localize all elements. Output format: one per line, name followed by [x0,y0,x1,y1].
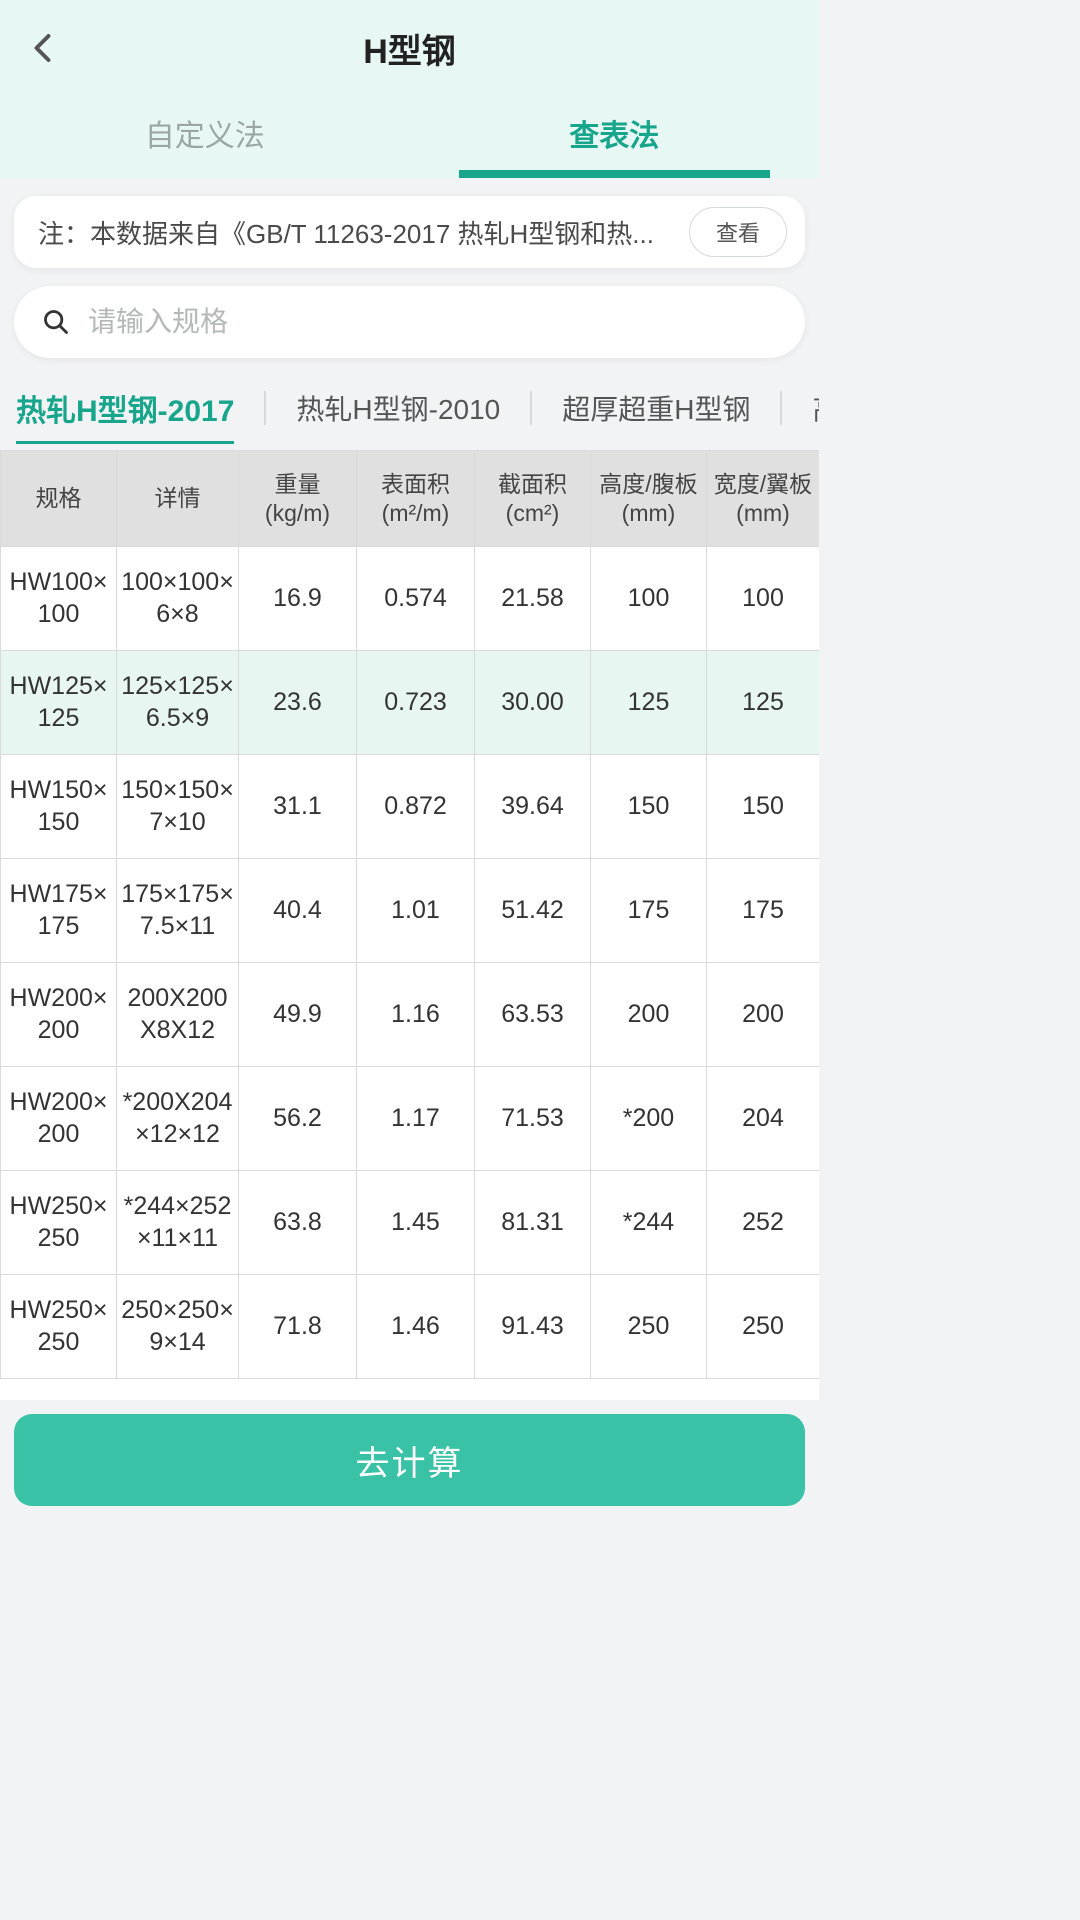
cell-spec: HW100×100 [1,547,117,651]
cell-weight: 49.9 [239,963,357,1067]
cell-spec: HW250×250 [1,1171,117,1275]
col-width: 宽度/翼板(mm) [707,451,820,547]
subtab-row: 热轧H型钢-2017 热轧H型钢-2010 超厚超重H型钢 高频焊接 [0,380,819,444]
cell-height: *200 [591,1067,707,1171]
col-surface: 表面积(m²/m) [357,451,475,547]
cell-detail: 150×150×7×10 [117,755,239,859]
cell-height: 250 [591,1275,707,1379]
search-icon [42,308,70,336]
cell-section: 39.64 [475,755,591,859]
cell-width: 250 [707,1275,820,1379]
subtab-separator [780,391,782,425]
cell-height: 175 [591,859,707,963]
cell-detail: 175×175×7.5×11 [117,859,239,963]
cell-height: 125 [591,651,707,755]
subtab-2017[interactable]: 热轧H型钢-2017 [16,380,234,444]
cell-surface: 0.872 [357,755,475,859]
cell-detail: *244×252×11×11 [117,1171,239,1275]
cell-height: *244 [591,1171,707,1275]
cell-height: 150 [591,755,707,859]
cell-surface: 1.01 [357,859,475,963]
table-row[interactable]: HW250×250250×250×9×1471.81.4691.43250250 [1,1275,820,1379]
method-tab-custom[interactable]: 自定义法 [0,88,410,178]
subtab-heavy[interactable]: 超厚超重H型钢 [562,382,750,442]
table-row[interactable]: HW175×175175×175×7.5×1140.41.0151.421751… [1,859,820,963]
cell-width: 204 [707,1067,820,1171]
cell-spec: HW200×200 [1,1067,117,1171]
cell-height: 100 [591,547,707,651]
cell-detail: 200X200X8X12 [117,963,239,1067]
header: H型钢 自定义法 查表法 [0,0,819,178]
table-row[interactable]: HW200×200200X200X8X1249.91.1663.53200200 [1,963,820,1067]
table-row[interactable]: HW200×200*200X204×12×1256.21.1771.53*200… [1,1067,820,1171]
cell-width: 125 [707,651,820,755]
footer: 去计算 [0,1400,819,1530]
page-title: H型钢 [363,24,456,73]
cell-weight: 63.8 [239,1171,357,1275]
data-table-wrap: 规格 详情 重量(kg/m) 表面积(m²/m) 截面积(cm²) 高度/腹板(… [0,450,819,1400]
cell-detail: 125×125×6.5×9 [117,651,239,755]
cell-detail: *200X204×12×12 [117,1067,239,1171]
table-row[interactable]: HW250×250*244×252×11×1163.81.4581.31*244… [1,1171,820,1275]
cell-section: 51.42 [475,859,591,963]
cell-width: 100 [707,547,820,651]
cell-weight: 16.9 [239,547,357,651]
cell-weight: 56.2 [239,1067,357,1171]
col-detail: 详情 [117,451,239,547]
method-tab-lookup[interactable]: 查表法 [410,88,820,178]
col-spec: 规格 [1,451,117,547]
cell-detail: 100×100×6×8 [117,547,239,651]
search-bar[interactable] [14,286,805,358]
table-row[interactable]: HW100×100100×100×6×816.90.57421.58100100 [1,547,820,651]
cell-spec: HW150×150 [1,755,117,859]
cell-spec: HW125×125 [1,651,117,755]
back-button[interactable] [26,30,62,66]
cell-width: 252 [707,1171,820,1275]
search-input[interactable] [88,306,777,338]
cell-weight: 31.1 [239,755,357,859]
notice-text: 注：本数据来自《GB/T 11263-2017 热轧H型钢和热... [38,214,675,251]
cell-surface: 0.723 [357,651,475,755]
cell-weight: 40.4 [239,859,357,963]
cell-width: 175 [707,859,820,963]
cell-surface: 1.46 [357,1275,475,1379]
method-tabs: 自定义法 查表法 [0,88,819,178]
cell-surface: 1.45 [357,1171,475,1275]
cell-surface: 1.17 [357,1067,475,1171]
subtab-2010[interactable]: 热轧H型钢-2010 [296,382,500,442]
subtab-separator [264,391,266,425]
title-bar: H型钢 [0,8,819,88]
cell-width: 150 [707,755,820,859]
cell-section: 30.00 [475,651,591,755]
col-weight: 重量(kg/m) [239,451,357,547]
col-height: 高度/腹板(mm) [591,451,707,547]
cell-section: 81.31 [475,1171,591,1275]
cell-spec: HW200×200 [1,963,117,1067]
subtab-weld[interactable]: 高频焊接 [812,382,819,442]
cell-surface: 0.574 [357,547,475,651]
calculate-button[interactable]: 去计算 [14,1414,805,1506]
data-table: 规格 详情 重量(kg/m) 表面积(m²/m) 截面积(cm²) 高度/腹板(… [0,450,819,1379]
cell-section: 21.58 [475,547,591,651]
notice-bar: 注：本数据来自《GB/T 11263-2017 热轧H型钢和热... 查看 [14,196,805,268]
cell-section: 71.53 [475,1067,591,1171]
table-row[interactable]: HW125×125125×125×6.5×923.60.72330.001251… [1,651,820,755]
cell-surface: 1.16 [357,963,475,1067]
cell-height: 200 [591,963,707,1067]
notice-view-button[interactable]: 查看 [689,207,787,257]
col-section: 截面积(cm²) [475,451,591,547]
table-header-row: 规格 详情 重量(kg/m) 表面积(m²/m) 截面积(cm²) 高度/腹板(… [1,451,820,547]
cell-spec: HW175×175 [1,859,117,963]
table-row[interactable]: HW150×150150×150×7×1031.10.87239.6415015… [1,755,820,859]
subtab-separator [530,391,532,425]
chevron-left-icon [26,30,62,66]
cell-detail: 250×250×9×14 [117,1275,239,1379]
cell-section: 63.53 [475,963,591,1067]
cell-spec: HW250×250 [1,1275,117,1379]
cell-section: 91.43 [475,1275,591,1379]
cell-width: 200 [707,963,820,1067]
cell-weight: 23.6 [239,651,357,755]
cell-weight: 71.8 [239,1275,357,1379]
